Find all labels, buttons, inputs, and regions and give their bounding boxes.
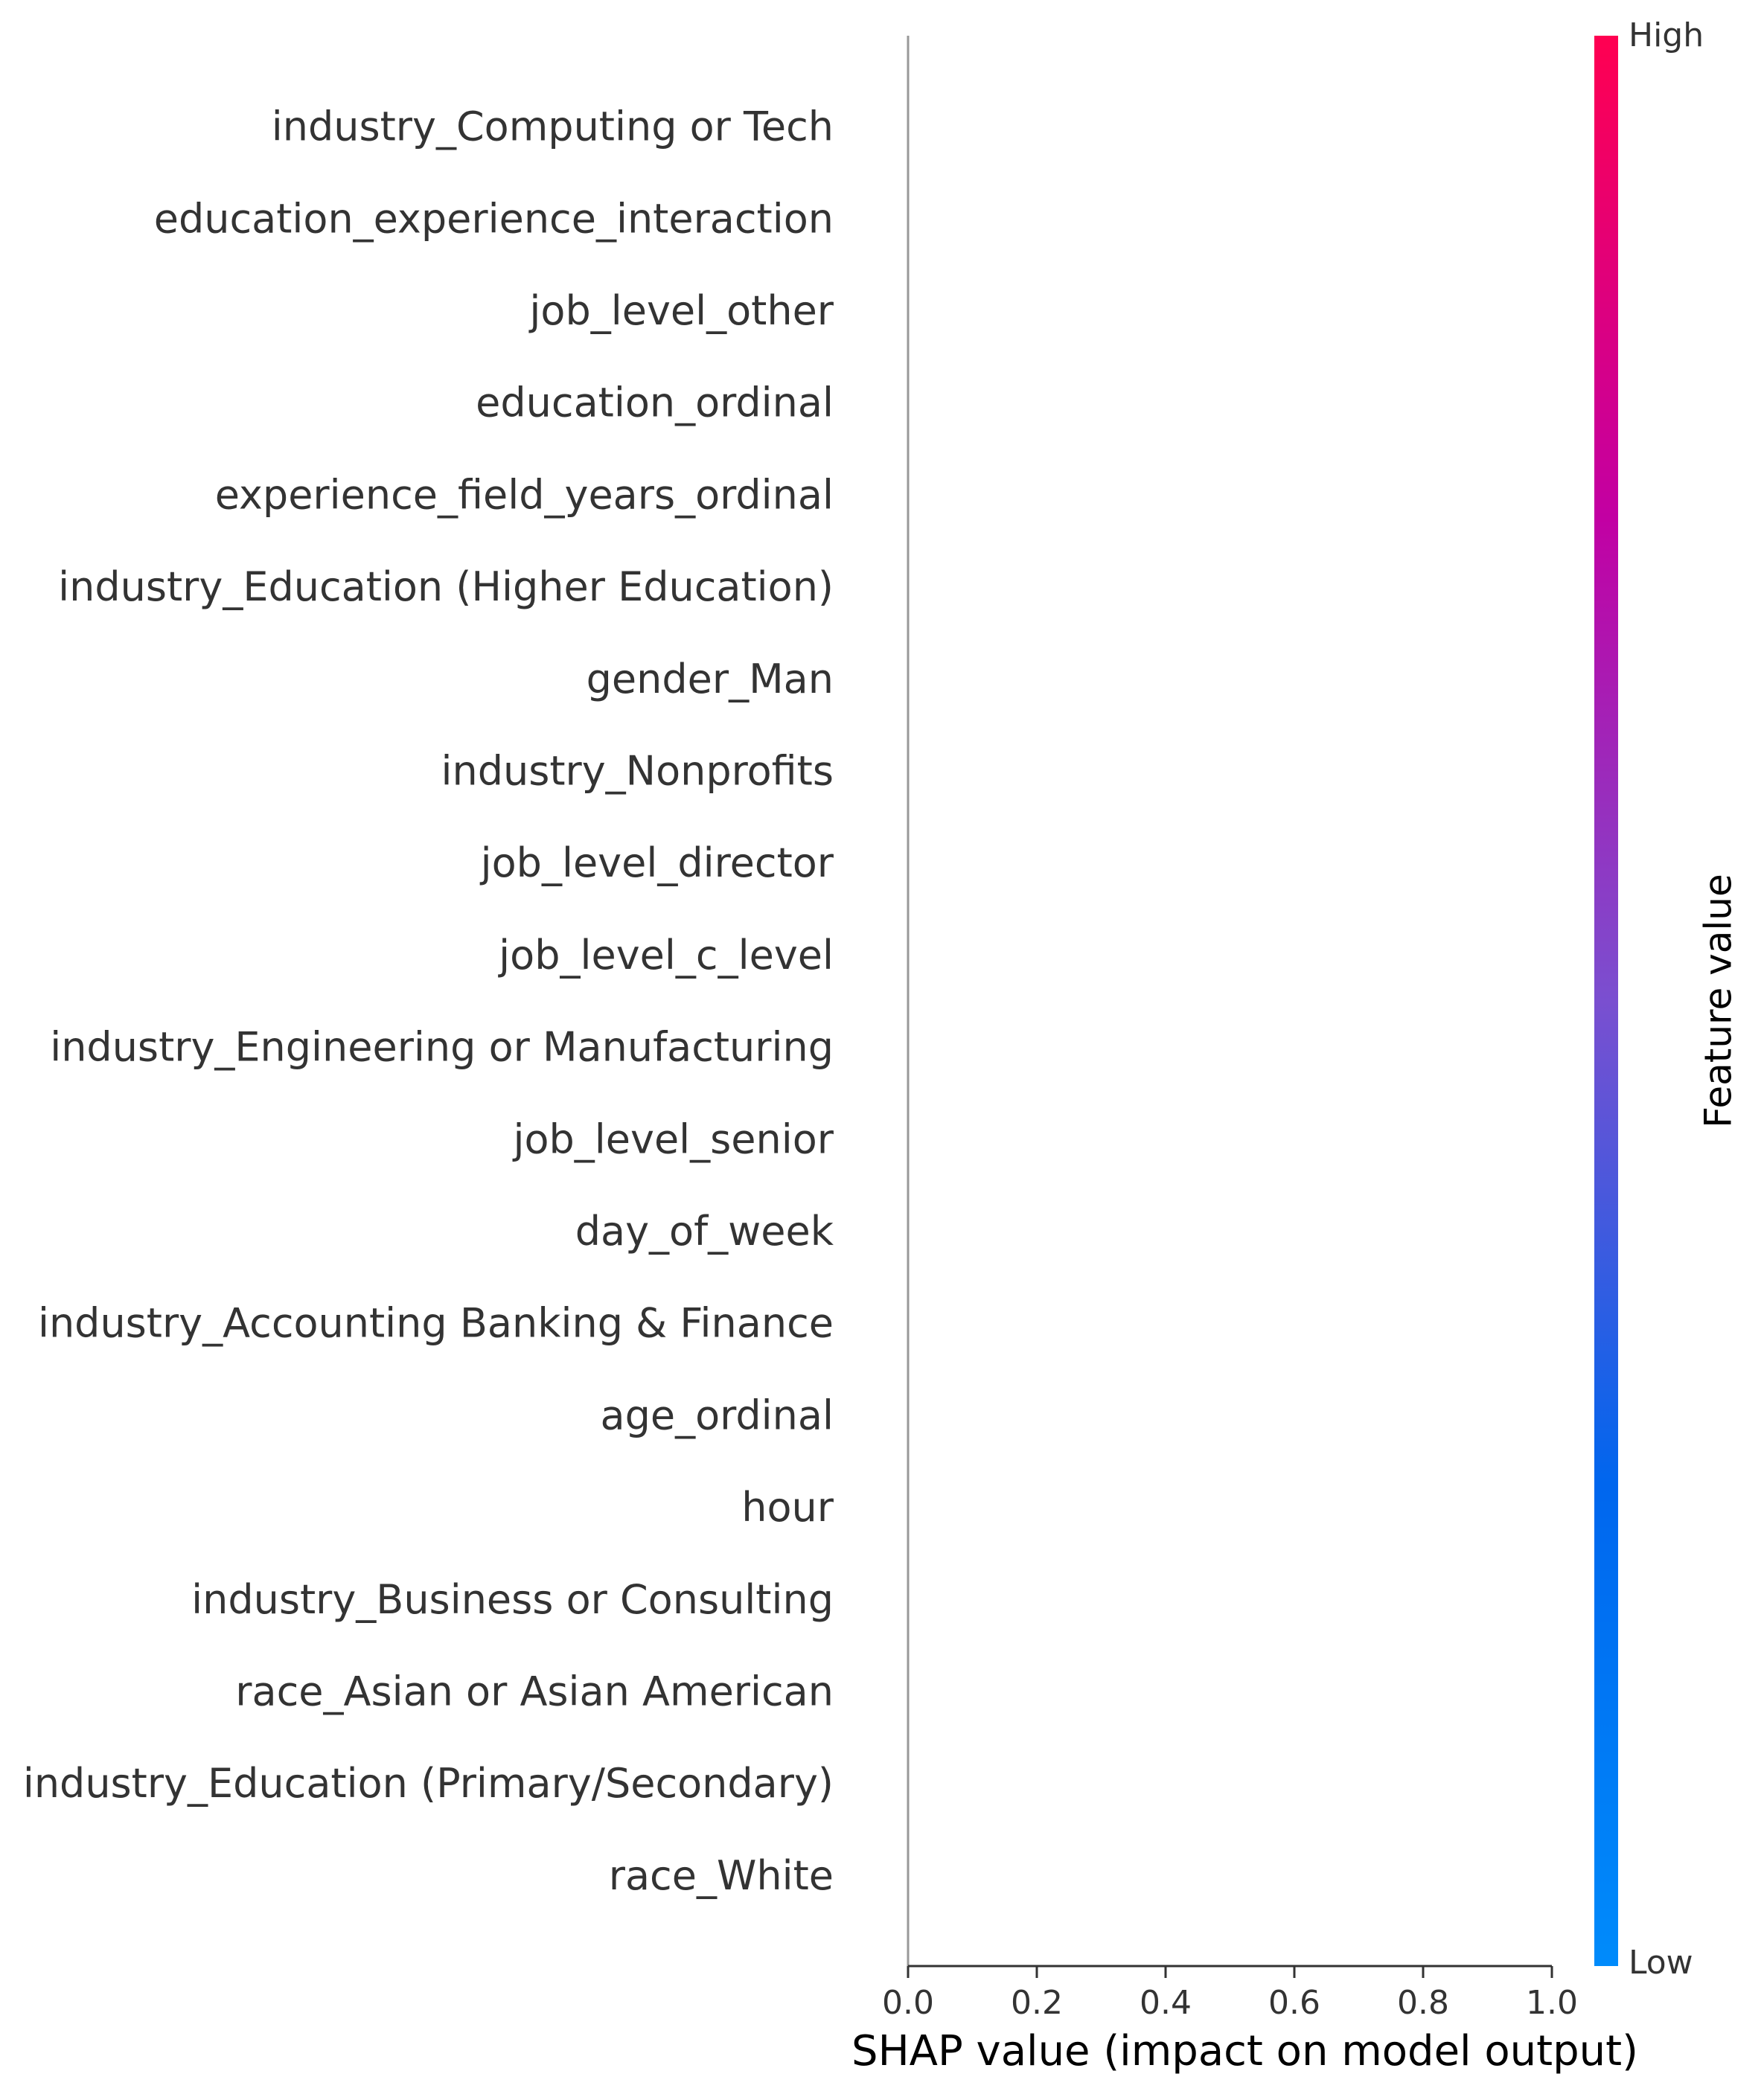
x-tick-label: 0.4	[1140, 1984, 1192, 2022]
feature-label: industry_Engineering or Manufacturing	[50, 1024, 834, 1071]
feature-label: industry_Education (Higher Education)	[58, 563, 834, 610]
x-tick-label: 0.6	[1268, 1984, 1320, 2022]
feature-label: job_level_c_level	[498, 932, 834, 979]
feature-label: job_level_other	[528, 287, 834, 334]
feature-label: industry_Accounting Banking & Finance	[38, 1300, 834, 1347]
feature-label: day_of_week	[575, 1208, 834, 1255]
x-tick-label: 0.8	[1397, 1984, 1449, 2022]
feature-label: job_level_senior	[512, 1115, 834, 1162]
x-tick-label: 1.0	[1526, 1984, 1578, 2022]
feature-label: education_ordinal	[476, 380, 834, 426]
feature-labels: industry_Computing or Tech education_expe…	[23, 103, 834, 1899]
x-axis-ticks: 0.0 0.2 0.4 0.6 0.8 1.0	[882, 1966, 1578, 2022]
feature-label: industry_Education (Primary/Secondary)	[23, 1760, 834, 1807]
x-tick-label: 0.2	[1011, 1984, 1063, 2022]
feature-label: industry_Computing or Tech	[272, 103, 834, 150]
feature-label: hour	[741, 1484, 834, 1531]
colorbar	[1594, 36, 1618, 1966]
colorbar-high-label: High	[1629, 16, 1704, 54]
feature-label: race_Asian or Asian American	[235, 1668, 834, 1715]
feature-label: gender_Man	[587, 656, 834, 702]
colorbar-title: Feature value	[1697, 874, 1740, 1127]
x-axis-label: SHAP value (impact on model output)	[851, 2027, 1638, 2075]
x-tick-label: 0.0	[882, 1984, 934, 2022]
feature-label: industry_Business or Consulting	[191, 1576, 834, 1623]
feature-label: race_White	[609, 1852, 834, 1899]
feature-label: age_ordinal	[601, 1392, 834, 1438]
feature-label: job_level_director	[480, 839, 834, 886]
colorbar-low-label: Low	[1629, 1944, 1693, 1982]
feature-label: industry_Nonprofits	[441, 748, 834, 795]
feature-label: experience_field_years_ordinal	[215, 471, 834, 518]
feature-label: education_experience_interaction	[154, 195, 834, 242]
